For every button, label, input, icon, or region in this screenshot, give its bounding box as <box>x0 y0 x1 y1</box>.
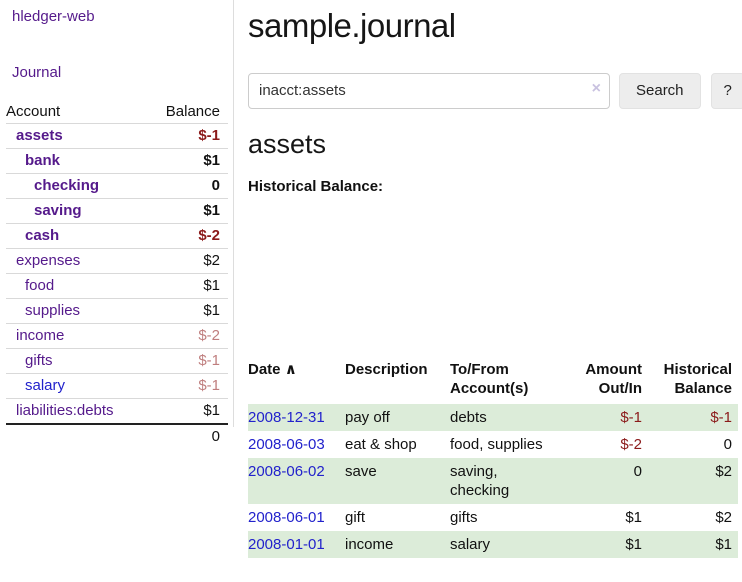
description-cell: pay off <box>345 408 390 426</box>
amount-cell: 0 <box>633 462 642 480</box>
date-link[interactable]: 2008-06-02 <box>248 462 325 480</box>
account-link-checking[interactable]: checking <box>34 177 100 194</box>
description-cell: income <box>345 535 394 553</box>
column-amount: Amount Out/In <box>585 360 642 397</box>
balance-cell: $2 <box>715 508 732 526</box>
table-row: 2008-01-01 income salary $1 $1 <box>248 530 738 558</box>
account-link-bank[interactable]: bank <box>25 152 61 169</box>
account-link-saving[interactable]: saving <box>34 202 82 219</box>
amount-cell: $-2 <box>620 435 642 453</box>
chart-title: Historical Balance: <box>248 177 384 195</box>
description-cell: gift <box>345 508 366 526</box>
clear-search-icon[interactable]: × <box>591 79 601 97</box>
column-description: Description <box>345 360 428 378</box>
amount-cell: $-1 <box>620 408 642 426</box>
account-link-expenses[interactable]: expenses <box>16 252 81 269</box>
accounts-header-row: Account Balance <box>6 100 228 124</box>
account-row: bank $1 <box>6 148 228 174</box>
account-link-supplies[interactable]: supplies <box>25 302 81 319</box>
amount-cell: $1 <box>625 508 642 526</box>
accounts-total-row: 0 <box>6 423 228 449</box>
account-link-salary[interactable]: salary <box>25 377 66 394</box>
table-row: 2008-06-01 gift gifts $1 $2 <box>248 504 738 531</box>
description-cell: save <box>345 462 377 480</box>
accounts-cell: gifts <box>450 508 478 526</box>
account-row: supplies $1 <box>6 298 228 324</box>
column-historical-balance: Historical Balance <box>663 360 732 397</box>
account-balance: $-1 <box>146 373 228 399</box>
description-cell: eat & shop <box>345 435 417 453</box>
account-balance: $1 <box>146 298 228 324</box>
account-link-income[interactable]: income <box>16 327 65 344</box>
amount-cell: $1 <box>625 535 642 553</box>
date-link[interactable]: 2008-12-31 <box>248 408 325 426</box>
sort-ascending-icon: ∧ <box>284 360 297 378</box>
account-balance: $1 <box>146 148 228 174</box>
account-row: gifts $-1 <box>6 348 228 374</box>
table-row: 2008-06-03 eat & shop food, supplies $-2… <box>248 431 738 458</box>
accounts-cell: salary <box>450 535 491 553</box>
account-row: liabilities:debts $1 <box>6 398 228 424</box>
account-row: cash $-2 <box>6 223 228 249</box>
sidebar-divider <box>233 0 234 427</box>
accounts-cell: debts <box>450 408 487 426</box>
account-row: expenses $2 <box>6 248 228 274</box>
date-link[interactable]: 2008-06-01 <box>248 508 325 526</box>
historical-balance-chart <box>248 202 740 342</box>
balance-cell: $1 <box>715 535 732 553</box>
balance-cell: $2 <box>715 462 732 480</box>
account-balance: 0 <box>146 173 228 199</box>
account-balance: $1 <box>146 198 228 224</box>
account-row: assets $-1 <box>6 123 228 149</box>
accounts-total: 0 <box>146 423 228 449</box>
column-date[interactable]: Date ∧ <box>248 360 297 378</box>
register-table: Date ∧ Description To/From Account(s) Am… <box>248 358 738 558</box>
account-link-liabilities-debts[interactable]: liabilities:debts <box>16 402 114 419</box>
account-balance: $-2 <box>146 223 228 249</box>
accounts-cell: saving, checking <box>450 462 510 499</box>
sidebar-item-journal[interactable]: Journal <box>12 64 62 81</box>
app-brand-link[interactable]: hledger-web <box>12 8 95 25</box>
page-title: sample.journal <box>248 7 456 44</box>
search-input[interactable] <box>248 72 610 109</box>
register-header-row: Date ∧ Description To/From Account(s) Am… <box>248 358 738 404</box>
balance-cell: $-1 <box>710 408 732 426</box>
account-balance: $1 <box>146 273 228 299</box>
account-link-food[interactable]: food <box>25 277 55 294</box>
table-row: 2008-12-31 pay off debts $-1 $-1 <box>248 403 738 431</box>
accounts-cell: food, supplies <box>450 435 543 453</box>
account-link-assets[interactable]: assets <box>16 127 63 144</box>
date-link[interactable]: 2008-01-01 <box>248 535 325 553</box>
column-balance: Balance <box>165 103 220 120</box>
account-link-cash[interactable]: cash <box>25 227 60 244</box>
search-button[interactable]: Search <box>619 72 701 109</box>
account-balance: $-2 <box>146 323 228 349</box>
help-button[interactable]: ? <box>710 72 742 109</box>
accounts-table: Account Balance assets $-1 bank $1 check… <box>6 100 228 449</box>
balance-cell: 0 <box>723 435 732 453</box>
search-form: × Search ? <box>248 72 742 109</box>
account-balance: $2 <box>146 248 228 274</box>
account-link-gifts[interactable]: gifts <box>25 352 53 369</box>
account-row: checking 0 <box>6 173 228 199</box>
account-row: income $-2 <box>6 323 228 349</box>
account-balance: $-1 <box>146 348 228 374</box>
column-account: Account <box>6 103 61 120</box>
account-balance: $1 <box>146 398 228 424</box>
date-link[interactable]: 2008-06-03 <box>248 435 325 453</box>
table-row: 2008-06-02 save saving, checking 0 $2 <box>248 457 738 504</box>
account-row: salary $-1 <box>6 373 228 399</box>
account-row: saving $1 <box>6 198 228 224</box>
account-row: food $1 <box>6 273 228 299</box>
account-balance: $-1 <box>146 123 228 149</box>
account-heading: assets <box>248 128 327 159</box>
column-tofrom-accounts: To/From Account(s) <box>450 360 529 397</box>
